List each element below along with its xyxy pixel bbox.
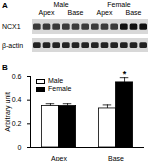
svg-text:Male: Male [53, 1, 68, 8]
svg-text:Base: Base [68, 9, 84, 16]
svg-text:0.4: 0.4 [12, 96, 22, 103]
svg-text:0.6: 0.6 [12, 73, 22, 80]
svg-text:β-actin: β-actin [2, 42, 23, 50]
svg-text:A: A [2, 1, 8, 10]
svg-text:Apex: Apex [39, 9, 55, 17]
svg-text:Apex: Apex [97, 9, 113, 17]
html-text:B: B [2, 63, 8, 72]
svg-text:Female: Female [107, 1, 130, 8]
svg-text:Arbitrary unit: Arbitrary unit [4, 92, 12, 132]
svg-text:Base: Base [108, 155, 124, 161]
svg-text:0: 0 [18, 144, 22, 151]
svg-text:Apex: Apex [51, 155, 67, 161]
html-text:Female: Female [48, 85, 72, 92]
svg-text:Base: Base [126, 9, 142, 16]
svg-text:NCX1: NCX1 [2, 23, 21, 30]
svg-text:*: * [123, 69, 127, 79]
svg-text:0.2: 0.2 [12, 120, 22, 127]
html-text:Male: Male [48, 77, 64, 84]
